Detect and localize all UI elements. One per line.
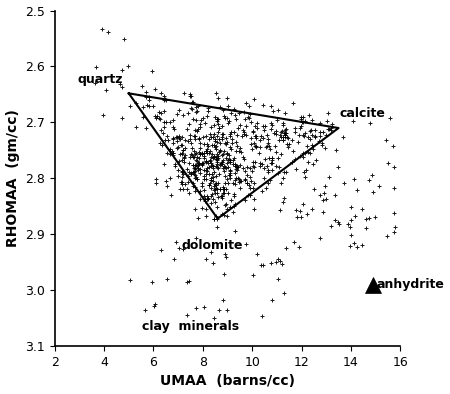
Text: calcite: calcite [340,107,386,120]
Text: anhydrite: anhydrite [377,278,445,291]
Y-axis label: RHOMAA  (gm/cc): RHOMAA (gm/cc) [5,110,19,247]
Text: dolomite: dolomite [182,239,243,252]
X-axis label: UMAA  (barns/cc): UMAA (barns/cc) [160,374,295,388]
Text: quartz: quartz [77,72,122,85]
Text: clay  minerals: clay minerals [142,320,239,333]
